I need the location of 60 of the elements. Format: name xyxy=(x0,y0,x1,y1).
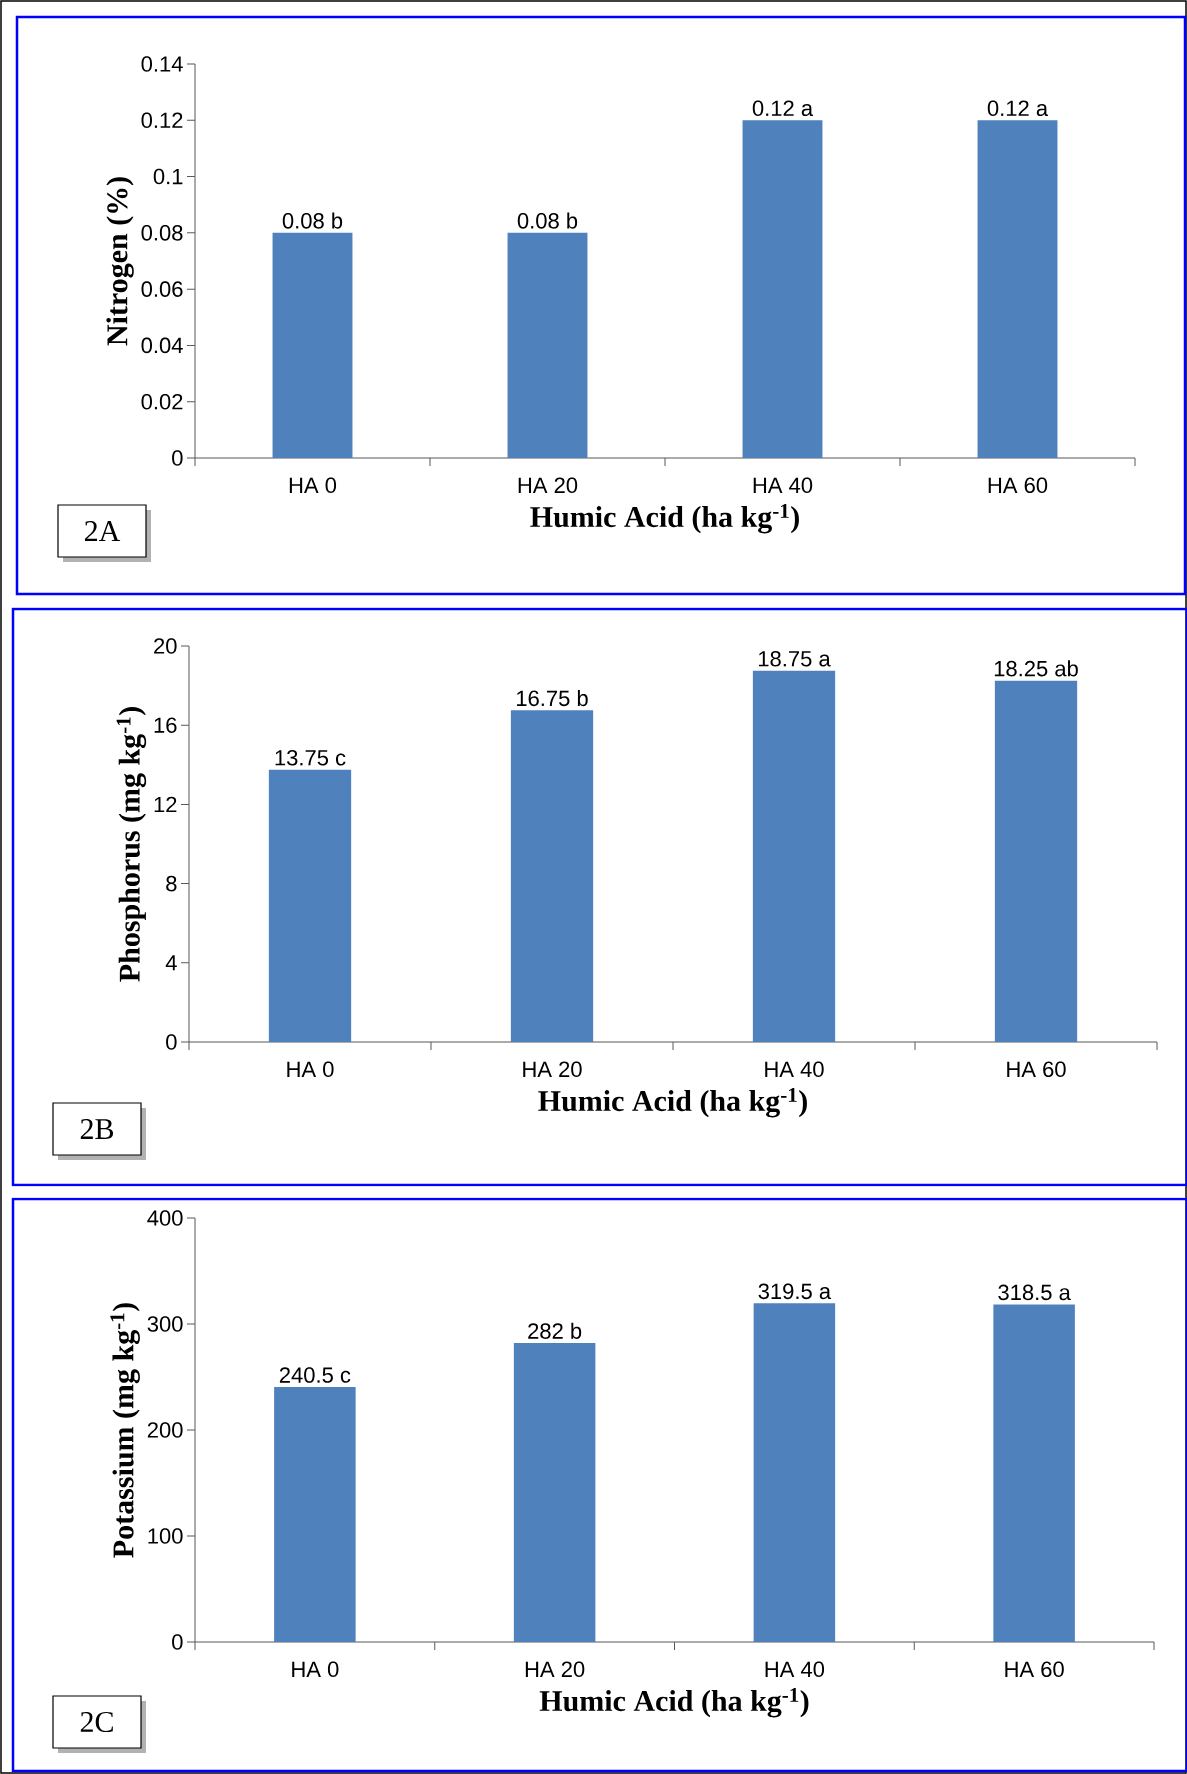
x-tick-label: HA 20 xyxy=(523,1061,582,1078)
x-tick-label: HA 40 xyxy=(765,1661,825,1678)
bar xyxy=(274,1387,356,1642)
bar xyxy=(752,670,836,1042)
data-label: 16.75 b xyxy=(516,689,588,707)
y-tick-label: 200 xyxy=(147,1422,183,1438)
y-tick-label: 0.08 xyxy=(141,225,183,241)
data-label: 18.25 ab xyxy=(994,660,1078,677)
data-label: 13.75 c xyxy=(275,749,346,766)
y-tick-label: 100 xyxy=(148,1528,183,1544)
data-label: 0.08 b xyxy=(282,212,343,229)
bar xyxy=(268,769,352,1042)
y-tick-label: 0 xyxy=(166,1034,177,1050)
text: 2B xyxy=(80,1119,114,1139)
bar xyxy=(510,710,594,1042)
data-label: 0.08 b xyxy=(517,212,578,229)
y-tick-label: 0.04 xyxy=(141,337,183,354)
x-tick-label: HA 20 xyxy=(518,477,578,494)
y-tick-label: 0.02 xyxy=(141,393,183,410)
y-tick-label: 12 xyxy=(154,796,177,813)
data-label: 319.5 a xyxy=(758,1283,832,1300)
x-axis-title: Humic Acid (ha kg$^{-1}$) xyxy=(530,503,799,534)
y-axis-title: Potassium (mg kg$^{-1}$) xyxy=(110,1303,140,1558)
x-tick-label: HA 20 xyxy=(525,1661,585,1678)
y-tick-label: 0.06 xyxy=(141,281,183,297)
x-tick-label: HA 40 xyxy=(753,477,813,494)
x-axis-title: Humic Acid (ha kg$^{-1}$) xyxy=(538,1087,807,1118)
y-tick-label: 0 xyxy=(172,450,183,466)
y-tick-label: 0.1 xyxy=(153,168,183,185)
x-tick-label: HA 0 xyxy=(289,477,337,494)
y-tick-label: 0 xyxy=(172,1634,183,1650)
bar xyxy=(994,680,1078,1042)
x-tick-label: HA 0 xyxy=(287,1061,334,1078)
y-tick-label: 300 xyxy=(147,1316,183,1332)
x-tick-label: HA 40 xyxy=(765,1061,824,1078)
text: 2A xyxy=(84,521,121,541)
x-tick-label: HA 0 xyxy=(292,1661,339,1678)
y-axis-title: Nitrogen (%) xyxy=(106,177,134,346)
data-label: 318.5 a xyxy=(998,1284,1071,1301)
data-label: 282 b xyxy=(528,1322,582,1339)
bar xyxy=(513,1343,596,1642)
data-label: 0.12 a xyxy=(987,100,1049,117)
y-tick-label: 0.12 xyxy=(141,112,183,129)
y-tick-label: 16 xyxy=(154,717,177,733)
text: 2C xyxy=(80,1711,113,1733)
x-tick-label: HA 60 xyxy=(1007,1061,1066,1078)
y-tick-label: 0.14 xyxy=(141,56,183,72)
y-tick-label: 20 xyxy=(154,638,177,654)
x-tick-label: HA 60 xyxy=(1005,1661,1064,1678)
y-axis-title: Phosphorus (mg kg$^{-1}$) xyxy=(116,707,147,982)
bar xyxy=(753,1303,836,1642)
y-tick-label: 4 xyxy=(165,955,177,971)
x-axis-title: Humic Acid (ha kg$^{-1}$) xyxy=(539,1687,809,1718)
bar xyxy=(993,1304,1075,1642)
data-label: 0.12 a xyxy=(752,100,814,117)
y-tick-label: 8 xyxy=(166,875,177,892)
data-label: 18.75 a xyxy=(758,650,831,667)
y-tick-label: 400 xyxy=(147,1210,183,1226)
x-tick-label: HA 60 xyxy=(988,477,1048,494)
data-label: 240.5 c xyxy=(279,1367,351,1383)
